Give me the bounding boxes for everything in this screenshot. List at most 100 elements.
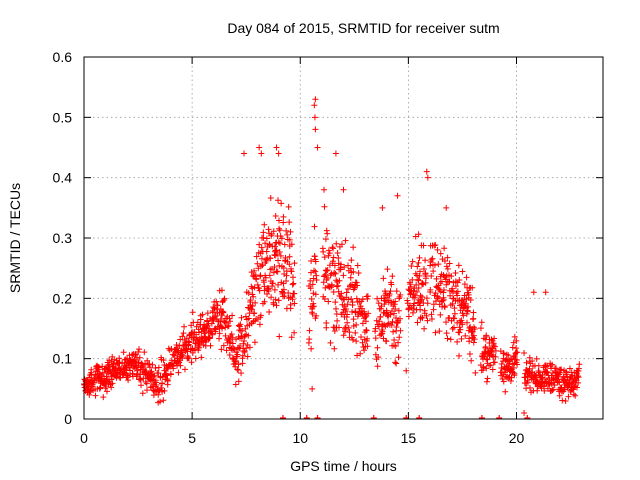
data-point bbox=[342, 324, 349, 331]
data-point bbox=[334, 249, 341, 256]
data-point bbox=[181, 323, 188, 330]
data-point bbox=[421, 325, 428, 332]
data-point bbox=[535, 367, 542, 374]
data-point bbox=[446, 278, 453, 285]
data-point bbox=[469, 284, 476, 291]
data-point bbox=[263, 256, 270, 263]
data-point bbox=[355, 270, 362, 277]
data-point bbox=[340, 186, 347, 193]
data-point bbox=[322, 236, 329, 243]
data-point bbox=[510, 364, 517, 371]
data-point bbox=[291, 260, 298, 267]
chart-title: Day 084 of 2015, SRMTID for receiver sut… bbox=[227, 20, 499, 36]
data-point bbox=[103, 388, 110, 395]
data-point bbox=[309, 310, 316, 317]
data-point bbox=[544, 369, 551, 376]
data-point bbox=[410, 305, 417, 312]
data-point bbox=[229, 355, 236, 362]
data-point bbox=[195, 326, 202, 333]
data-point bbox=[334, 282, 341, 289]
data-point bbox=[434, 246, 441, 253]
data-point bbox=[483, 333, 490, 340]
zero-data-point bbox=[303, 415, 310, 419]
data-point bbox=[313, 272, 320, 279]
data-point bbox=[213, 298, 220, 305]
data-point bbox=[199, 311, 206, 318]
data-point bbox=[188, 359, 195, 366]
data-point bbox=[437, 250, 444, 257]
data-point bbox=[241, 349, 248, 356]
data-point bbox=[428, 273, 435, 280]
data-point bbox=[189, 309, 196, 316]
data-point bbox=[364, 335, 371, 342]
data-point bbox=[86, 389, 93, 396]
data-point bbox=[331, 328, 338, 335]
data-point bbox=[570, 391, 577, 398]
data-point bbox=[239, 360, 246, 367]
data-point bbox=[348, 295, 355, 302]
data-point bbox=[237, 321, 244, 328]
data-point bbox=[285, 203, 292, 210]
data-point bbox=[467, 297, 474, 304]
data-point bbox=[533, 355, 540, 362]
data-point bbox=[361, 347, 368, 354]
data-point bbox=[109, 380, 116, 387]
data-point bbox=[170, 351, 177, 358]
zero-data-point bbox=[279, 415, 286, 419]
data-point bbox=[502, 388, 509, 395]
data-point bbox=[229, 340, 236, 347]
data-point bbox=[350, 284, 357, 291]
data-point bbox=[144, 387, 150, 394]
data-point bbox=[459, 321, 466, 328]
data-point bbox=[286, 236, 293, 243]
data-point bbox=[92, 392, 99, 399]
data-point bbox=[135, 349, 142, 356]
data-point bbox=[324, 266, 331, 273]
data-point bbox=[280, 213, 287, 220]
data-point bbox=[159, 380, 166, 387]
data-point bbox=[275, 281, 282, 288]
data-point bbox=[349, 308, 356, 315]
data-point bbox=[382, 298, 389, 305]
data-point bbox=[389, 273, 396, 280]
data-point bbox=[423, 295, 430, 302]
data-point bbox=[414, 319, 421, 326]
data-point bbox=[334, 317, 341, 324]
data-point bbox=[288, 241, 295, 248]
data-point bbox=[108, 376, 115, 383]
data-point bbox=[449, 300, 456, 307]
data-point bbox=[349, 299, 356, 306]
data-point bbox=[276, 225, 283, 232]
data-point bbox=[265, 288, 272, 295]
data-point bbox=[256, 241, 263, 248]
data-point bbox=[533, 373, 540, 380]
data-point bbox=[513, 337, 520, 344]
data-point bbox=[226, 336, 233, 343]
data-point bbox=[335, 324, 342, 331]
data-point bbox=[280, 265, 287, 272]
data-point bbox=[483, 365, 490, 372]
data-point bbox=[170, 365, 177, 372]
data-point bbox=[556, 392, 563, 399]
data-point bbox=[394, 192, 401, 199]
data-point bbox=[396, 295, 403, 302]
data-point bbox=[553, 365, 560, 372]
data-point bbox=[350, 244, 357, 251]
y-tick-label: 0.1 bbox=[53, 351, 73, 367]
data-point bbox=[408, 262, 415, 269]
data-point bbox=[175, 369, 182, 376]
data-point bbox=[498, 361, 505, 368]
data-point bbox=[468, 357, 475, 364]
data-point bbox=[364, 293, 371, 300]
data-point bbox=[136, 354, 143, 361]
data-point bbox=[337, 266, 344, 273]
data-point bbox=[275, 257, 282, 264]
data-point bbox=[220, 309, 227, 316]
data-point bbox=[491, 335, 498, 342]
data-point bbox=[450, 324, 457, 331]
data-point bbox=[491, 343, 498, 350]
data-point bbox=[140, 375, 147, 382]
data-point bbox=[429, 255, 436, 262]
data-point bbox=[157, 398, 164, 405]
